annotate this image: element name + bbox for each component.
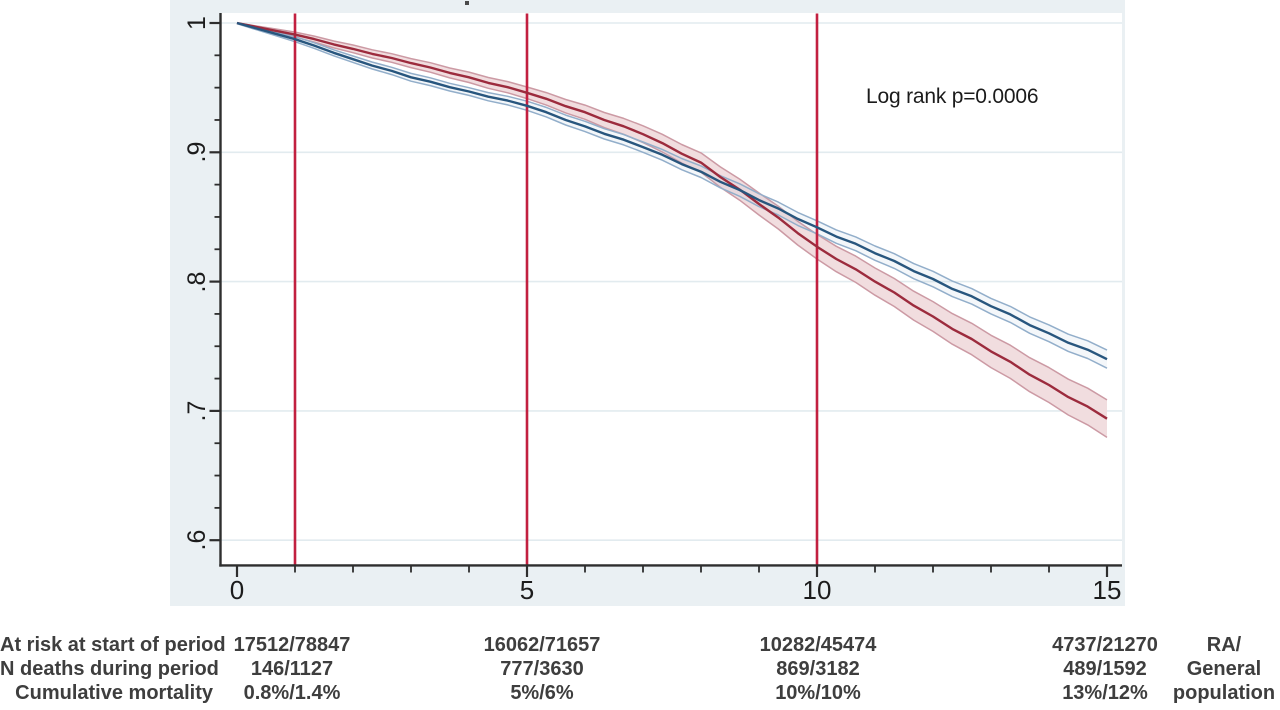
x-tick-label: 5 <box>519 575 535 605</box>
axis-ticks <box>209 21 1109 577</box>
confidence-bands <box>236 22 1108 439</box>
mortality-period10: 10%/10% <box>775 682 861 704</box>
at-risk-period1: 17512/78847 <box>233 634 351 656</box>
deaths-period5: 777/3630 <box>500 658 584 680</box>
ci-upper-ra <box>236 22 1108 401</box>
mortality-period5: 5%/6% <box>510 682 574 704</box>
at-risk-period15: 4737/21270 <box>1052 634 1158 656</box>
x-tick-label: 15 <box>1092 575 1122 605</box>
gridlines <box>220 22 1122 542</box>
row-label-cumulative-mortality: Cumulative mortality <box>15 682 213 704</box>
survival-curves <box>236 21 1108 420</box>
ci-lower-general-population <box>236 22 1108 369</box>
plot-area <box>220 13 1122 566</box>
deaths-period15: 489/1592 <box>1063 658 1147 680</box>
mortality-period15: 13%/12% <box>1062 682 1148 704</box>
mortality-period1: 0.8%/1.4% <box>243 682 341 704</box>
x-tick-label: 0 <box>229 575 245 605</box>
group-legend-line1: RA/ <box>1206 634 1242 656</box>
at-risk-period10: 10282/45474 <box>759 634 877 656</box>
survival-curve-general-population <box>236 21 1108 361</box>
row-label-n-deaths: N deaths during period <box>0 658 219 680</box>
row-label-at-risk: At risk at start of period <box>0 634 226 656</box>
group-legend-line3: population <box>1172 682 1276 704</box>
cropped-title-artifact <box>465 1 469 5</box>
ci-upper-general-population <box>236 22 1108 351</box>
at-risk-period5: 16062/71657 <box>483 634 601 656</box>
log-rank-annotation: Log rank p=0.0006 <box>866 85 1039 108</box>
group-legend-line2: General <box>1186 658 1262 680</box>
ci-lower-ra <box>236 22 1108 439</box>
deaths-period1: 146/1127 <box>250 658 334 680</box>
deaths-period10: 869/3182 <box>776 658 860 680</box>
x-tick-label: 10 <box>802 575 832 605</box>
survival-curve-ra <box>236 21 1108 420</box>
